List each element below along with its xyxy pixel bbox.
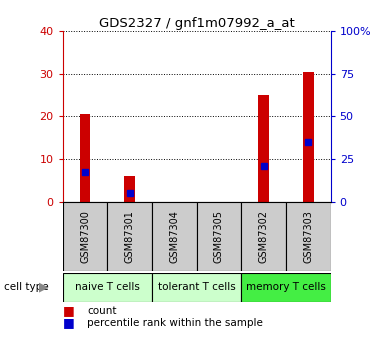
Bar [79, 114, 90, 202]
Bar [63, 202, 108, 271]
Text: tolerant T cells: tolerant T cells [158, 282, 236, 292]
Bar [286, 202, 331, 271]
Bar [258, 95, 269, 202]
Bar [124, 176, 135, 202]
Text: ▶: ▶ [39, 281, 49, 294]
Bar [108, 202, 152, 271]
Text: GSM87302: GSM87302 [259, 210, 269, 263]
Bar [303, 72, 314, 202]
Text: GSM87304: GSM87304 [169, 210, 179, 263]
Bar [63, 273, 152, 302]
Title: GDS2327 / gnf1m07992_a_at: GDS2327 / gnf1m07992_a_at [99, 17, 294, 30]
Text: GSM87305: GSM87305 [214, 210, 224, 263]
Bar [241, 273, 331, 302]
Bar [152, 273, 241, 302]
Text: ■: ■ [63, 316, 74, 329]
Bar [241, 202, 286, 271]
Text: cell type: cell type [4, 282, 48, 292]
Text: percentile rank within the sample: percentile rank within the sample [87, 318, 263, 327]
Text: naive T cells: naive T cells [75, 282, 140, 292]
Text: GSM87300: GSM87300 [80, 210, 90, 263]
Text: GSM87301: GSM87301 [125, 210, 135, 263]
Text: count: count [87, 306, 117, 315]
Text: memory T cells: memory T cells [246, 282, 326, 292]
Bar [152, 202, 197, 271]
Text: ■: ■ [63, 304, 74, 317]
Text: GSM87303: GSM87303 [303, 210, 313, 263]
Bar [197, 202, 241, 271]
